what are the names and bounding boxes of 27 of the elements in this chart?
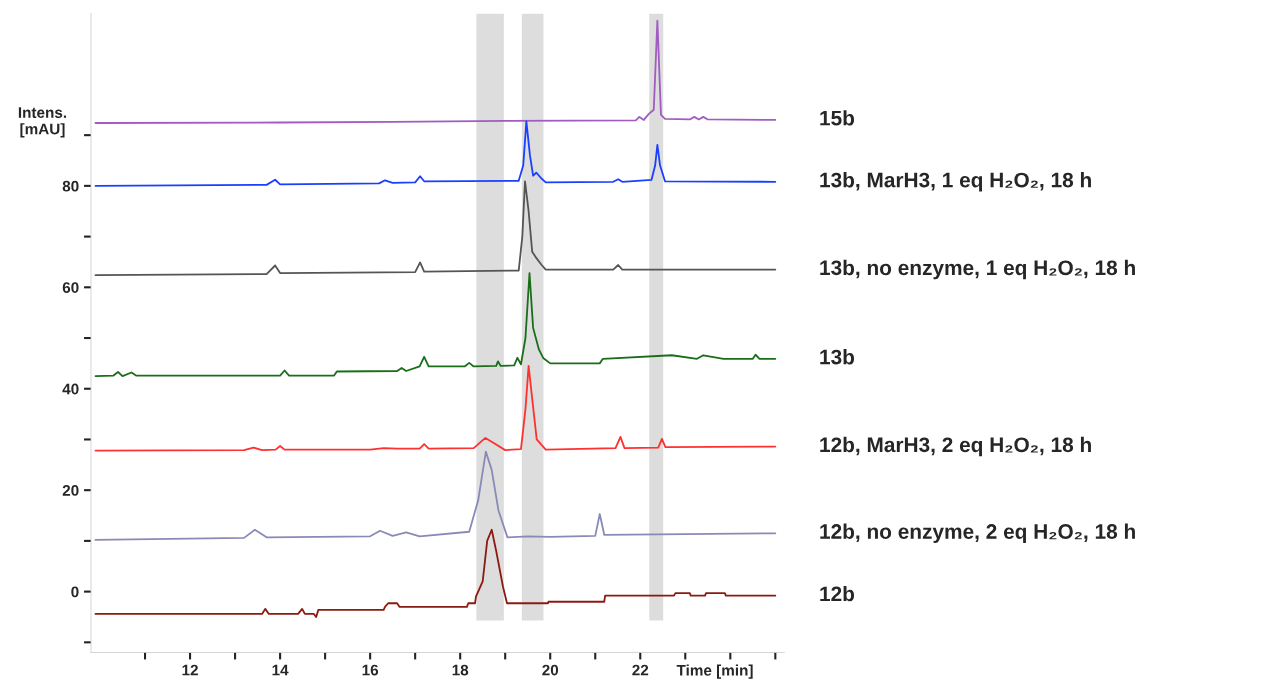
text: 13b, no enzyme, 1 eq H₂O₂, 18 h: [820, 259, 1135, 280]
text: 12b, no enzyme, 2 eq H₂O₂, 18 h: [820, 523, 1135, 543]
x-tick-label: 14: [272, 664, 289, 676]
y-tick-label: 80: [62, 180, 79, 192]
y-axis-title: Intens. [mAU]: [18, 107, 67, 138]
text: 13b: [820, 349, 855, 365]
line-series: [94, 180, 777, 277]
text: 15b: [820, 110, 855, 126]
y-tick-label: 60: [62, 282, 79, 293]
line-series: [94, 272, 777, 377]
x-tick-label: 22: [632, 664, 649, 676]
line-series: [94, 450, 777, 541]
x-tick-label: 12: [182, 664, 198, 676]
text: 12b: [820, 585, 855, 602]
line-series: [94, 120, 777, 187]
line-series: [94, 365, 777, 452]
y-tick-label: 0: [71, 586, 79, 598]
y-tick-label: 40: [62, 383, 79, 395]
x-tick-label: 20: [542, 664, 559, 676]
y-tick-label: 20: [62, 485, 79, 496]
text: 12b, MarH3, 2 eq H₂O₂, 18 h: [820, 436, 1091, 457]
x-tick-label: 18: [452, 664, 469, 676]
line-series: [94, 19, 777, 124]
text: 13b, MarH3, 1 eq H₂O₂, 18 h: [820, 172, 1091, 192]
x-tick-label: 16: [362, 664, 379, 676]
x-axis-title: Time [min]: [676, 664, 753, 679]
line-series: [94, 528, 777, 618]
